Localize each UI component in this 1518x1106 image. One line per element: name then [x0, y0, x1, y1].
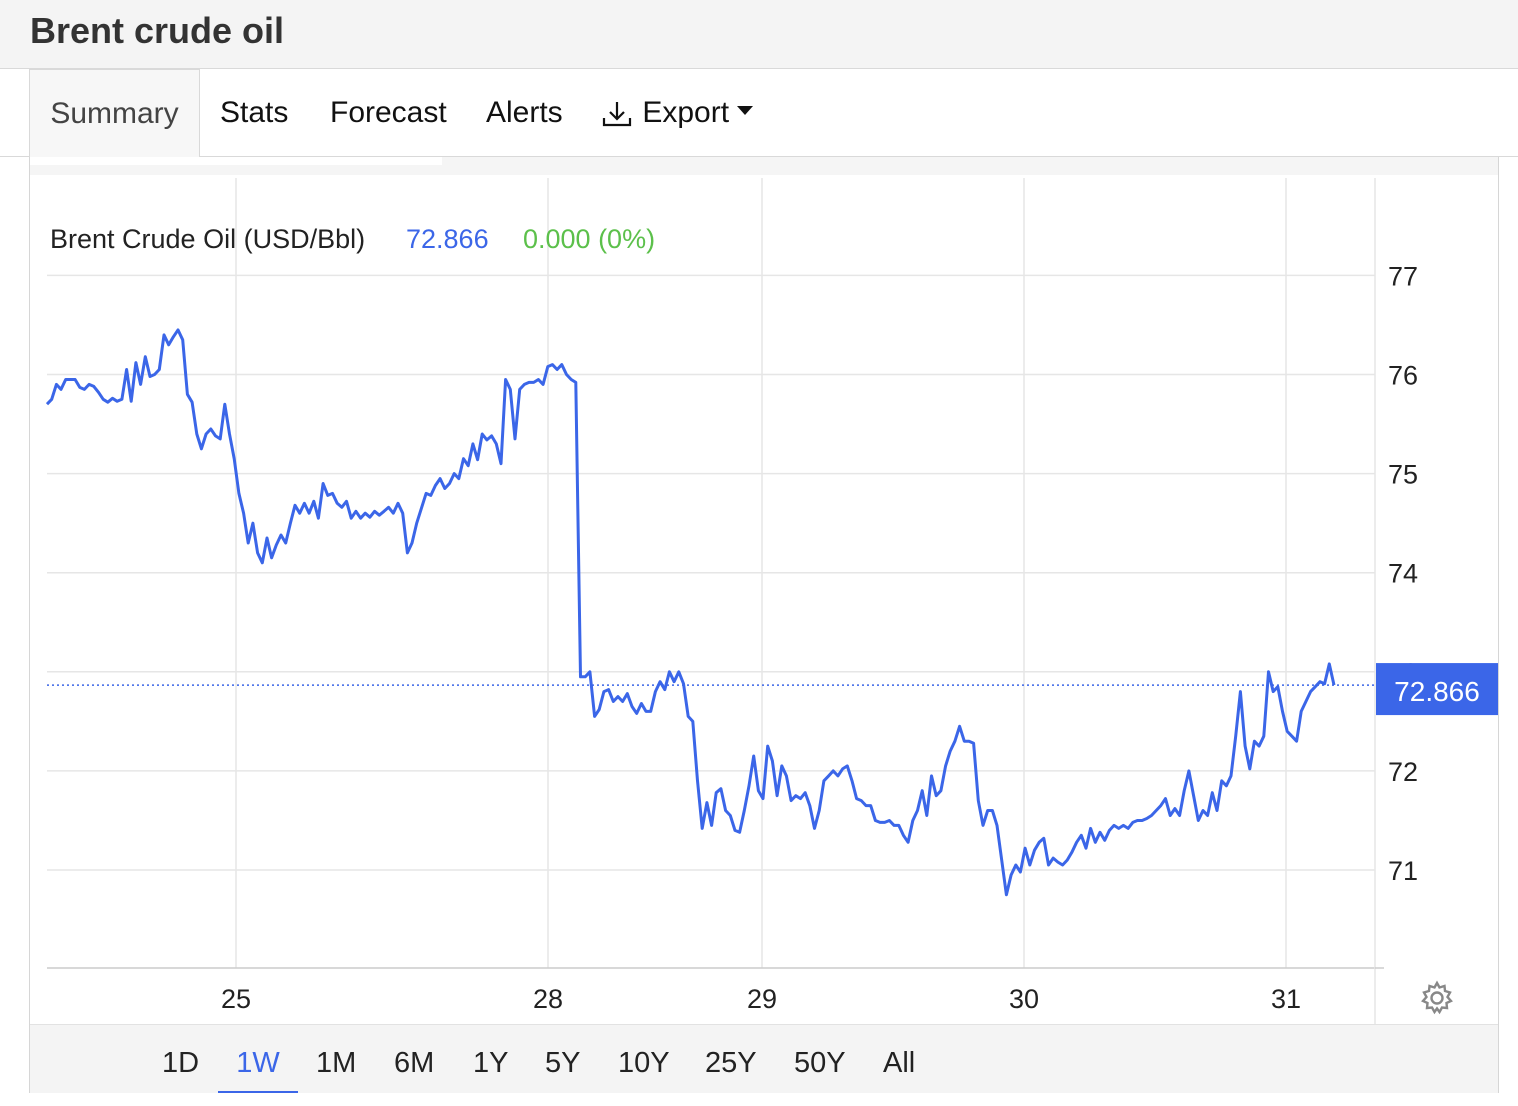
- price-line: [45, 328, 1336, 897]
- download-icon: [600, 96, 642, 129]
- range-1m[interactable]: 1M: [316, 1047, 357, 1079]
- tab-forecast-label: Forecast: [330, 96, 447, 129]
- title-bar: Brent crude oil: [0, 0, 1518, 69]
- grid: [47, 178, 1375, 968]
- current-value-label: 72.866: [1394, 676, 1480, 707]
- tab-export[interactable]: Export: [600, 69, 754, 156]
- y-tick-label: 77: [1388, 261, 1418, 291]
- y-tick-label: 71: [1388, 856, 1418, 886]
- legend-change: 0.000 (0%): [523, 224, 655, 254]
- y-tick-label: 74: [1388, 559, 1418, 589]
- chart-top-strip: [30, 157, 1498, 175]
- gear-icon[interactable]: [1419, 980, 1455, 1016]
- tab-forecast[interactable]: Forecast: [330, 69, 447, 156]
- tab-export-label: Export: [642, 96, 730, 129]
- range-all[interactable]: All: [883, 1047, 916, 1079]
- tab-alerts-label: Alerts: [486, 96, 563, 129]
- tab-summary-label: Summary: [50, 97, 179, 130]
- y-tick-label: 75: [1388, 460, 1418, 490]
- y-tick-label: 76: [1388, 361, 1418, 391]
- range-selector: 1D 1W 1M 6M 1Y 5Y 10Y 25Y 50Y All: [30, 1024, 1498, 1093]
- chart-frame: [29, 157, 1499, 1093]
- range-10y[interactable]: 10Y: [618, 1047, 670, 1079]
- x-tick-label: 30: [1009, 984, 1039, 1014]
- range-6m[interactable]: 6M: [394, 1047, 435, 1079]
- range-50y[interactable]: 50Y: [794, 1047, 846, 1079]
- range-1d[interactable]: 1D: [162, 1047, 200, 1079]
- legend-value: 72.866: [406, 224, 489, 254]
- tab-stats[interactable]: Stats: [220, 69, 288, 156]
- x-tick-label: 29: [747, 984, 777, 1014]
- tab-stats-label: Stats: [220, 96, 289, 129]
- x-tick-label: 31: [1271, 984, 1301, 1014]
- tab-summary[interactable]: Summary: [29, 69, 200, 159]
- tab-alerts[interactable]: Alerts: [486, 69, 563, 156]
- chevron-down-icon: [737, 105, 754, 115]
- page-title: Brent crude oil: [30, 10, 285, 51]
- x-tick-label: 28: [533, 984, 563, 1014]
- y-tick-label: 72: [1388, 757, 1418, 787]
- range-5y[interactable]: 5Y: [545, 1047, 581, 1079]
- current-value-badge-bg: [1376, 663, 1498, 716]
- tab-bar: Summary Stats Forecast Alerts Export: [0, 69, 1518, 159]
- range-25y[interactable]: 25Y: [705, 1047, 757, 1079]
- series: [45, 328, 1336, 897]
- current-value-badge: 72.866: [47, 663, 1498, 716]
- legend-series-label: Brent Crude Oil (USD/Bbl): [50, 224, 365, 254]
- range-1w[interactable]: 1W: [218, 1047, 298, 1093]
- legend: Brent Crude Oil (USD/Bbl) 72.866 0.000 (…: [50, 224, 655, 254]
- range-1y[interactable]: 1Y: [473, 1047, 509, 1079]
- axes: 777675747372712528293031: [47, 178, 1418, 1024]
- x-tick-label: 25: [221, 984, 251, 1014]
